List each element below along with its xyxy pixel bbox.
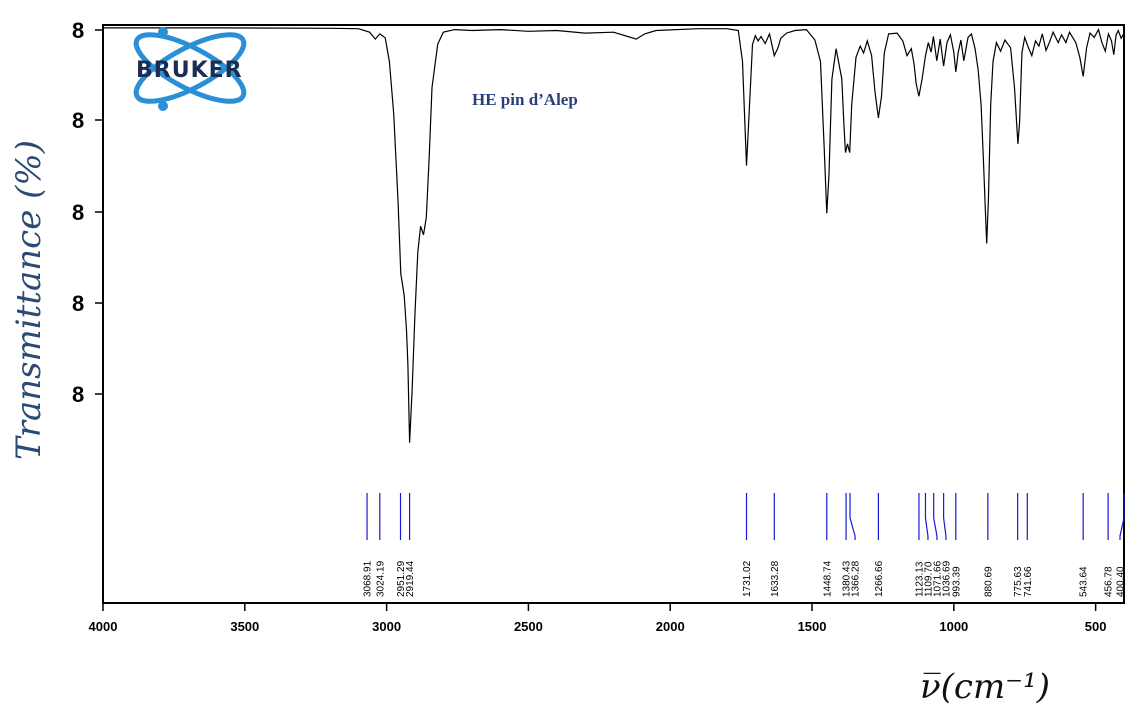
peak-label: 1036.69 — [941, 560, 952, 597]
y-tick-label: 8 — [72, 108, 84, 133]
y-tick-label: 8 — [72, 382, 84, 407]
peak-label: 3024.19 — [375, 560, 386, 597]
atom-icon — [133, 32, 247, 104]
x-tick-label: 2000 — [656, 619, 685, 634]
peak-marker-line — [849, 493, 856, 540]
peak-label: 1123.13 — [914, 561, 925, 597]
y-tick-label: 8 — [72, 200, 84, 225]
x-tick-label: 2500 — [514, 619, 543, 634]
peak-label: 1109.70 — [923, 561, 934, 597]
x-tick-label: 1500 — [798, 619, 827, 634]
x-tick-label: 1000 — [939, 619, 968, 634]
peak-label: 993.39 — [951, 566, 962, 597]
logo-text: BRUKER — [136, 58, 243, 83]
peak-label: 1266.66 — [874, 560, 885, 597]
x-axis-label: ν̅(cm⁻¹) — [920, 667, 1050, 707]
peak-label: 1380.43 — [842, 560, 853, 597]
peak-label: 1633.28 — [770, 560, 781, 597]
peak-marker-line — [943, 493, 947, 540]
y-axis-ticks: 8 8 8 8 8 — [72, 18, 103, 407]
peak-label: 456.78 — [1104, 566, 1115, 597]
x-tick-label: 4000 — [89, 619, 118, 634]
electron-icon — [158, 27, 168, 37]
peak-label: 880.69 — [983, 566, 994, 597]
peak-label: 1071.66 — [932, 560, 943, 597]
peak-label: 1448.74 — [822, 560, 833, 597]
peak-label: 400.40 — [1116, 566, 1127, 597]
x-axis-ticks: 4000 3500 3000 2500 2000 1500 1000 500 — [89, 603, 1107, 634]
plot-frame — [102, 24, 1125, 604]
electron-icon — [158, 101, 168, 111]
peak-marker-line — [1119, 493, 1125, 540]
y-tick-label: 8 — [72, 291, 84, 316]
peak-marker-line — [924, 493, 929, 540]
spectrum-annotation: HE pin d’Alep — [472, 90, 578, 109]
x-tick-label: 3000 — [372, 619, 401, 634]
peak-label: 543.64 — [1079, 566, 1090, 597]
bruker-logo: BRUKER — [133, 27, 247, 111]
x-tick-label: 3500 — [230, 619, 259, 634]
peak-label: 1731.02 — [742, 560, 753, 597]
peak-label: 2951.29 — [396, 560, 407, 597]
peak-label: 741.66 — [1023, 566, 1034, 597]
peak-label: 3068.91 — [363, 560, 374, 597]
peak-label: 2919.44 — [405, 560, 416, 597]
peak-marker-line — [933, 493, 938, 540]
peak-label: 775.63 — [1013, 566, 1024, 597]
y-tick-label: 8 — [72, 18, 84, 43]
peak-label: 1366.28 — [851, 560, 862, 597]
spectrum-line — [103, 27, 1125, 443]
y-axis-label: Transmittance (%) — [9, 140, 49, 460]
x-tick-label: 500 — [1085, 619, 1107, 634]
